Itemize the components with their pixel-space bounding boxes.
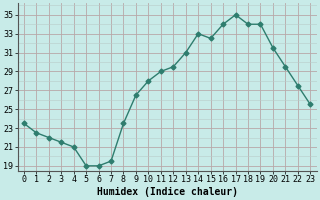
X-axis label: Humidex (Indice chaleur): Humidex (Indice chaleur) <box>97 186 237 197</box>
